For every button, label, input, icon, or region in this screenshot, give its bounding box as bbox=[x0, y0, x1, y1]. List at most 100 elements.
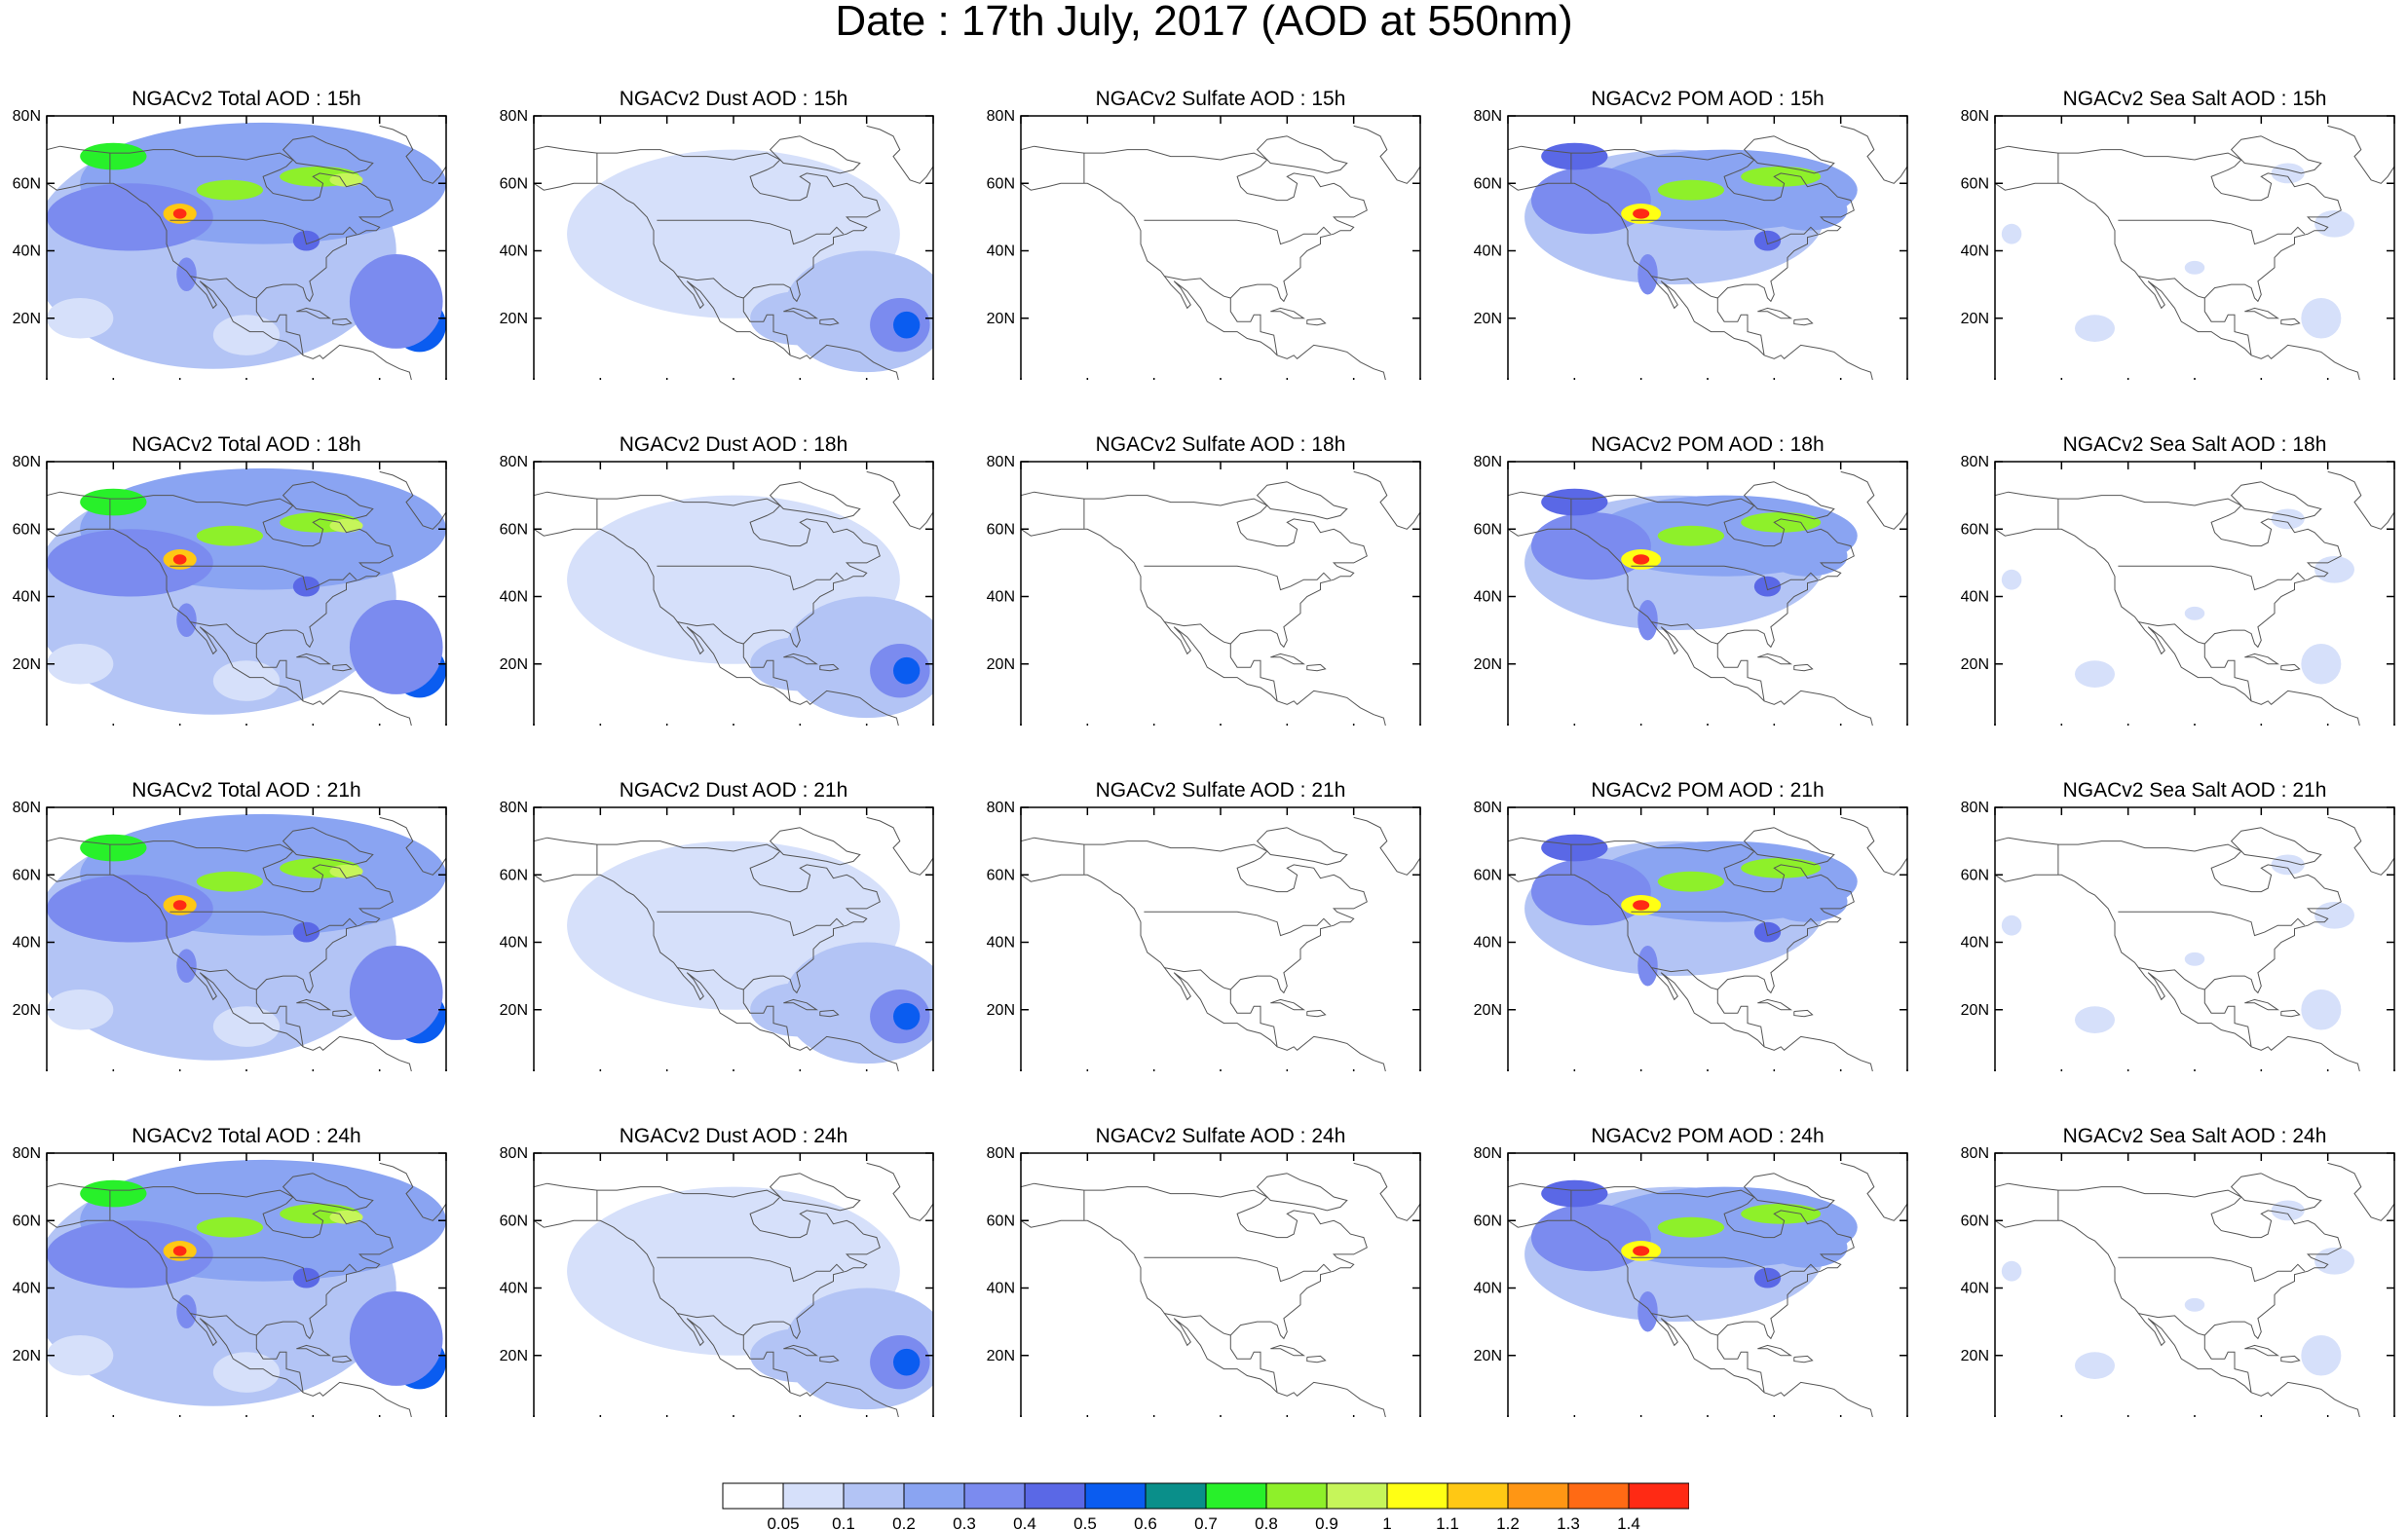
coastline bbox=[1508, 1219, 1873, 1417]
coastline bbox=[534, 874, 899, 1071]
aod-blob bbox=[196, 179, 264, 201]
lat-tick-label: 20N bbox=[500, 1002, 528, 1019]
map-panel-total-15h: 160W140W120W100W80W60W40W020N40N60N80NNG… bbox=[0, 0, 458, 380]
map-panel-sulfate-21h: 160W140W120W100W80W60W40W020N40N60N80NNG… bbox=[974, 691, 1432, 1071]
lat-tick-label: 80N bbox=[1961, 454, 1989, 470]
coastline bbox=[769, 1173, 861, 1212]
lat-tick-label: 20N bbox=[1961, 1002, 1989, 1019]
coastline bbox=[1270, 1344, 1306, 1357]
lat-tick-label: 40N bbox=[1961, 1281, 1989, 1297]
lat-tick-label: 20N bbox=[1474, 1002, 1502, 1019]
legend-label: 0.9 bbox=[1315, 1514, 1338, 1531]
lat-tick-label: 80N bbox=[987, 800, 1015, 816]
aod-blob bbox=[80, 834, 147, 862]
panel-title: NGACv2 Total AOD : 18h bbox=[132, 433, 361, 456]
coastline bbox=[1508, 528, 1873, 726]
color-legend: 0.05 0.1 0.2 0.3 0.4 0.5 0.6 0.7 0.8 0.9 1 1.1 1.2 1.… bbox=[719, 1482, 1689, 1531]
legend-swatch bbox=[722, 1482, 784, 1510]
legend-swatch bbox=[843, 1482, 905, 1510]
coastline bbox=[2327, 816, 2394, 876]
coastline bbox=[866, 125, 933, 184]
coastline bbox=[2280, 317, 2301, 326]
lat-tick-label: 20N bbox=[13, 1348, 41, 1364]
map-plot: 160W140W120W100W80W60W40W020N40N60N80N bbox=[500, 1145, 934, 1417]
coastline bbox=[282, 827, 374, 866]
aod-blob bbox=[1753, 230, 1782, 251]
aod-field bbox=[47, 1153, 446, 1417]
coastline bbox=[296, 1344, 332, 1357]
lat-tick-label: 80N bbox=[500, 800, 528, 816]
lat-tick-label: 80N bbox=[500, 454, 528, 470]
aod-blob bbox=[1657, 525, 1725, 546]
lat-tick-label: 0 bbox=[1980, 378, 1989, 380]
coastline bbox=[1995, 1219, 2360, 1417]
lat-tick-label: 40N bbox=[1961, 589, 1989, 606]
lat-tick-label: 80N bbox=[500, 108, 528, 125]
lat-tick-label: 60N bbox=[987, 1213, 1015, 1229]
aod-blob bbox=[292, 921, 320, 943]
lat-tick-label: 80N bbox=[13, 108, 41, 125]
country-border bbox=[169, 565, 357, 591]
coastline bbox=[2230, 827, 2322, 866]
map-panel-sulfate-24h: 160W140W120W100W80W60W40W020N40N60N80NNG… bbox=[974, 1037, 1432, 1417]
coastline bbox=[1306, 1009, 1327, 1018]
country-border bbox=[2137, 621, 2205, 645]
map-panel-sulfate-18h: 160W140W120W100W80W60W40W020N40N60N80NNG… bbox=[974, 346, 1432, 726]
panel-title: NGACv2 Sulfate AOD : 18h bbox=[1095, 433, 1346, 456]
coastline bbox=[534, 182, 899, 380]
panel-title: NGACv2 Sulfate AOD : 15h bbox=[1095, 88, 1346, 110]
lat-tick-label: 60N bbox=[1474, 175, 1502, 192]
lat-tick-label: 80N bbox=[1961, 800, 1989, 816]
coastline bbox=[47, 182, 412, 380]
panel-title: NGACv2 Sea Salt AOD : 24h bbox=[2062, 1125, 2327, 1147]
country-border bbox=[2137, 1313, 2205, 1336]
aod-blob bbox=[1541, 1179, 1608, 1208]
coastline bbox=[1021, 874, 1386, 1071]
aod-field bbox=[47, 807, 446, 1071]
lat-tick-label: 60N bbox=[500, 521, 528, 538]
aod-blob bbox=[1753, 1267, 1782, 1288]
aod-blob bbox=[2301, 989, 2342, 1030]
coastline bbox=[47, 1182, 394, 1393]
coastline bbox=[1353, 470, 1420, 530]
map-panel-dust-18h: 160W140W120W100W80W60W40W020N40N60N80NNG… bbox=[487, 346, 945, 726]
aod-blob bbox=[2184, 606, 2205, 620]
aod-blob bbox=[2075, 660, 2115, 688]
panel-title: NGACv2 POM AOD : 18h bbox=[1591, 433, 1825, 456]
coastline bbox=[1306, 1355, 1327, 1363]
lat-tick-label: 40N bbox=[13, 243, 41, 260]
lat-tick-label: 0 bbox=[519, 724, 528, 726]
coastline bbox=[1743, 1173, 1835, 1212]
panel-title: NGACv2 Dust AOD : 21h bbox=[619, 779, 848, 802]
lat-tick-label: 80N bbox=[1474, 454, 1502, 470]
lat-tick-label: 60N bbox=[13, 867, 41, 883]
aod-blob bbox=[2184, 260, 2205, 275]
map-plot: 160W140W120W100W80W60W40W020N40N60N80N bbox=[500, 800, 934, 1071]
coastline bbox=[1840, 1162, 1907, 1221]
country-border bbox=[676, 276, 744, 299]
lat-tick-label: 0 bbox=[1493, 378, 1502, 380]
coastline bbox=[866, 470, 933, 530]
lat-tick-label: 40N bbox=[987, 589, 1015, 606]
lat-tick-label: 80N bbox=[1474, 1145, 1502, 1162]
aod-field bbox=[1995, 1153, 2394, 1417]
aod-blob bbox=[567, 529, 700, 631]
coastline bbox=[783, 1344, 819, 1357]
map-plot: 160W140W120W100W80W60W40W020N40N60N80N bbox=[500, 108, 934, 380]
legend-swatch bbox=[963, 1482, 1026, 1510]
map-panel-total-18h: 160W140W120W100W80W60W40W020N40N60N80NNG… bbox=[0, 346, 458, 726]
aod-field bbox=[1508, 462, 1907, 726]
aod-blob bbox=[1530, 1203, 1651, 1272]
lat-tick-label: 40N bbox=[13, 935, 41, 952]
lat-tick-label: 60N bbox=[1961, 175, 1989, 192]
lat-tick-label: 20N bbox=[1474, 656, 1502, 673]
map-panel-pom-21h: 160W140W120W100W80W60W40W020N40N60N80NNG… bbox=[1461, 691, 1919, 1071]
lat-tick-label: 20N bbox=[13, 1002, 41, 1019]
panel-title: NGACv2 Dust AOD : 24h bbox=[619, 1125, 848, 1147]
lat-tick-label: 60N bbox=[500, 175, 528, 192]
aod-field bbox=[47, 116, 446, 380]
aod-blob bbox=[1530, 166, 1651, 235]
aod-field bbox=[1995, 462, 2394, 726]
country-border bbox=[189, 276, 257, 299]
aod-blob bbox=[893, 1002, 921, 1030]
